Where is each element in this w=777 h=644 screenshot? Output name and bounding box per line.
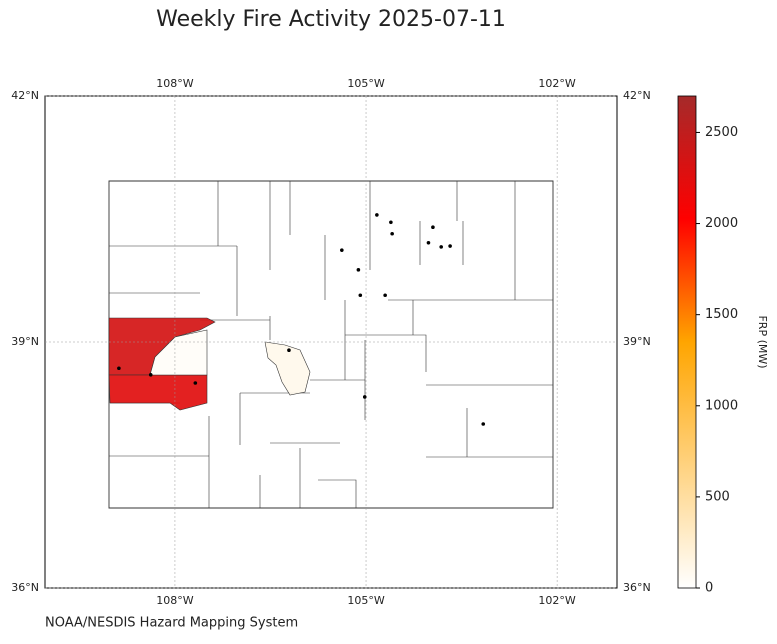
fire-region [108,374,208,411]
source-note: NOAA/NESDIS Hazard Mapping System [45,616,298,631]
fire-point [439,245,443,249]
fire-point [383,293,387,298]
y-tick-label-right: 36°N [623,581,651,594]
fire-region [149,329,208,376]
fire-point [358,293,363,298]
title: Weekly Fire Activity 2025-07-11 [156,7,506,32]
colorbar-tick-label: 1500 [705,307,738,322]
fire-point [362,395,367,399]
fire-point [148,373,153,377]
y-tick-label-left: 42°N [11,89,39,102]
x-tick-label-bottom: 105°W [347,594,384,607]
fire-point [481,422,486,426]
y-tick-label-right: 42°N [623,89,651,102]
colorbar-tick-label: 500 [705,489,730,504]
x-tick-label-top: 108°W [156,77,193,90]
fire-region [264,341,311,396]
y-tick-label-left: 39°N [11,335,39,348]
fire-point [287,348,291,353]
fire-point [193,381,198,385]
x-tick-label-top: 105°W [347,77,384,90]
colorbar-tick-label: 1000 [705,398,738,413]
county-lines [108,180,554,509]
y-tick-label-right: 39°N [623,335,651,348]
x-tick-label-top: 102°W [538,77,575,90]
colorbar-tick-label: 0 [705,581,713,596]
colorbar [677,95,697,589]
fire-point [448,244,452,248]
y-tick-label-left: 36°N [11,581,39,594]
colorbar-label: FRP (MW) [756,315,769,368]
colorbar-tick-label: 2000 [705,216,738,231]
fire-point [426,240,431,245]
colorbar-tick-label: 2500 [705,125,738,140]
fire-point [117,366,121,371]
fire-point [340,248,344,252]
x-tick-label-bottom: 108°W [156,594,193,607]
fire-point [375,213,379,217]
fire-point [356,268,361,272]
fire-point [390,231,394,236]
fire-point [389,220,393,225]
x-tick-label-bottom: 102°W [538,594,575,607]
fire-point [431,225,435,229]
